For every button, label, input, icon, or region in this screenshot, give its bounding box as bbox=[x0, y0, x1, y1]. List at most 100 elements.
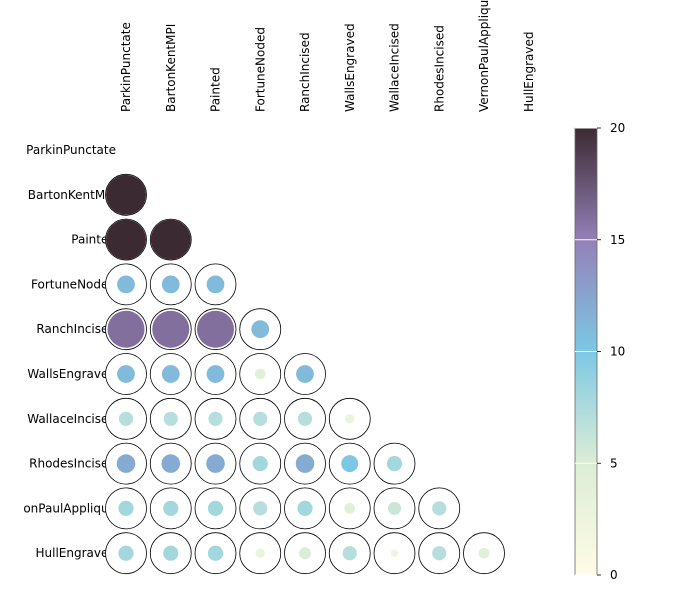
column-label: HullEngraved bbox=[522, 32, 536, 113]
row-label: RhodesIncised bbox=[29, 457, 116, 471]
cell-value-circle bbox=[106, 219, 146, 260]
cell-value-circle bbox=[106, 174, 146, 215]
correlogram-cell bbox=[194, 353, 237, 395]
correlogram-cell bbox=[105, 308, 147, 351]
correlogram-cell bbox=[328, 397, 371, 440]
column-label: RanchIncised bbox=[298, 32, 312, 112]
cell-value-circle bbox=[295, 454, 315, 473]
correlogram-cell bbox=[284, 397, 326, 440]
cell-value-circle bbox=[251, 320, 270, 339]
correlogram-cell bbox=[239, 532, 282, 575]
cell-value-circle bbox=[432, 501, 447, 516]
cell-value-circle bbox=[341, 455, 359, 473]
correlogram-cell bbox=[284, 353, 326, 395]
cell-value-circle bbox=[163, 500, 179, 516]
column-label: RhodesIncised bbox=[432, 25, 446, 112]
cell-value-circle bbox=[118, 545, 134, 561]
correlogram-cell bbox=[105, 487, 147, 530]
colorbar: 0 5 10 15 20 bbox=[574, 121, 625, 582]
correlogram-cell bbox=[418, 487, 461, 530]
correlogram-cell bbox=[105, 442, 147, 485]
correlogram-cell bbox=[373, 487, 416, 530]
cell-grid bbox=[105, 173, 505, 575]
cell-value-circle bbox=[386, 456, 403, 472]
correlogram-cell bbox=[149, 263, 192, 306]
cell-value-circle bbox=[297, 411, 313, 426]
correlogram-cell bbox=[373, 442, 416, 485]
correlogram-cell bbox=[239, 353, 282, 395]
correlogram-cell bbox=[194, 442, 237, 485]
correlogram-cell bbox=[149, 442, 192, 485]
column-label: VernonPaulApplique bbox=[477, 0, 491, 112]
correlogram-cell bbox=[328, 487, 371, 530]
cell-value-circle bbox=[206, 275, 225, 294]
colorbar-tick-label: 20 bbox=[610, 121, 625, 135]
correlogram-cell bbox=[194, 263, 237, 306]
cell-value-circle bbox=[252, 456, 268, 472]
row-label: onPaulApplique bbox=[23, 501, 116, 515]
row-labels: ParkinPunctate BartonKentMPI Painted Fortun… bbox=[23, 143, 116, 560]
correlogram-cell bbox=[418, 532, 461, 575]
correlogram-cell bbox=[328, 442, 371, 485]
correlogram-cell bbox=[105, 532, 147, 575]
correlogram-cell bbox=[194, 397, 237, 440]
cell-value-circle bbox=[107, 310, 145, 348]
colorbar-tick-label: 0 bbox=[610, 568, 618, 582]
cell-value-circle bbox=[163, 545, 179, 561]
correlogram-cell bbox=[149, 218, 192, 261]
correlogram-cell bbox=[284, 442, 326, 485]
correlogram-cell bbox=[149, 487, 192, 530]
row-label: WallsEngraved bbox=[27, 367, 116, 381]
column-label: WallaceIncised bbox=[388, 23, 402, 112]
cell-value-circle bbox=[206, 454, 225, 473]
cell-value-circle bbox=[117, 275, 135, 294]
correlogram-cell bbox=[194, 532, 237, 575]
row-label: FortuneNoded bbox=[31, 277, 116, 291]
correlogram-cell bbox=[194, 308, 237, 351]
row-label: ParkinPunctate bbox=[26, 143, 116, 157]
correlogram-cell bbox=[239, 397, 282, 440]
correlogram-cell bbox=[105, 263, 147, 306]
cell-value-circle bbox=[163, 411, 178, 426]
colorbar-tick-label: 5 bbox=[610, 456, 618, 470]
cell-value-circle bbox=[161, 275, 180, 294]
cell-value-circle bbox=[206, 365, 225, 383]
colorbar-tick-label: 15 bbox=[610, 233, 625, 247]
row-label: WallaceIncised bbox=[27, 412, 116, 426]
correlogram-cell bbox=[194, 487, 237, 530]
correlogram-cell bbox=[105, 397, 147, 440]
cell-value-circle bbox=[207, 500, 224, 516]
colorbar-tick-label: 10 bbox=[610, 345, 625, 359]
correlogram-cell bbox=[239, 442, 282, 485]
correlogram-cell bbox=[373, 532, 416, 575]
cell-value-circle bbox=[116, 454, 136, 473]
cell-value-circle bbox=[197, 310, 234, 348]
cell-value-circle bbox=[161, 365, 180, 383]
cell-value-circle bbox=[208, 411, 223, 426]
row-label: Painted bbox=[71, 233, 116, 247]
correlogram-cell bbox=[284, 487, 326, 530]
correlogram-cell bbox=[105, 218, 147, 261]
correlogram-cell bbox=[328, 532, 371, 575]
correlogram-cell bbox=[463, 532, 505, 575]
cell-value-circle bbox=[118, 411, 134, 426]
cell-value-circle bbox=[152, 310, 190, 348]
correlogram-cell bbox=[105, 173, 147, 216]
cell-value-circle bbox=[390, 549, 399, 557]
column-label: Painted bbox=[209, 67, 223, 112]
column-label: ParkinPunctate bbox=[119, 22, 133, 112]
column-label: WallsEngraved bbox=[343, 23, 357, 112]
correlogram-cell bbox=[239, 487, 282, 530]
cell-value-circle bbox=[345, 414, 355, 424]
cell-value-circle bbox=[299, 547, 311, 560]
cell-value-circle bbox=[118, 500, 134, 516]
cell-value-circle bbox=[150, 219, 191, 260]
correlogram-cell bbox=[284, 532, 326, 575]
column-label: FortuneNoded bbox=[253, 27, 267, 112]
cell-value-circle bbox=[478, 547, 490, 559]
cell-value-circle bbox=[117, 365, 135, 383]
correlogram-cell bbox=[149, 397, 192, 440]
row-label: RanchIncised bbox=[36, 322, 116, 336]
cell-value-circle bbox=[297, 500, 313, 516]
